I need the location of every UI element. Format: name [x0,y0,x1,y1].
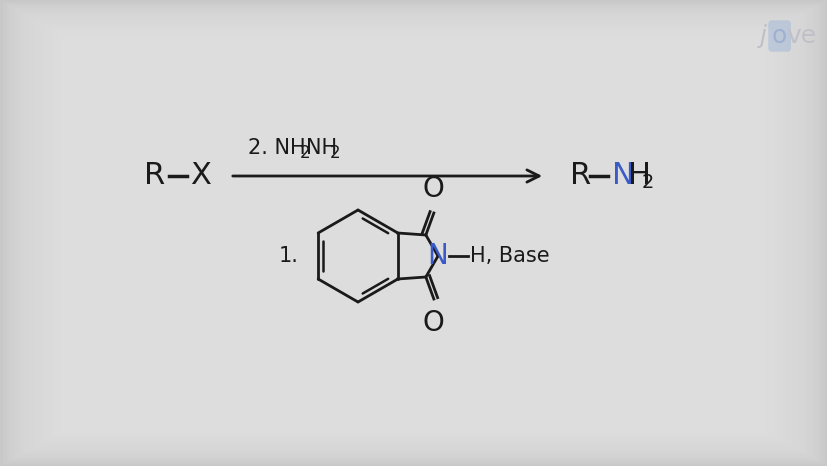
Bar [176,99,651,367]
Text: 2: 2 [299,144,310,162]
Text: 2: 2 [641,173,653,192]
Bar [48,27,779,439]
Bar [55,31,772,435]
Bar [86,48,741,418]
Bar [138,78,689,388]
Bar [83,47,744,419]
Bar [79,45,748,421]
Bar [200,113,627,353]
Text: N: N [611,162,634,191]
Bar [45,25,782,441]
Text: 2: 2 [330,144,340,162]
Bar [148,83,679,383]
Bar [189,107,638,359]
Text: X: X [190,162,211,191]
Bar [203,115,624,351]
Bar [69,39,758,427]
Bar [196,111,630,355]
Bar [93,52,734,414]
Bar [65,37,762,429]
Bar [141,80,686,386]
Bar [117,66,710,400]
Bar [89,50,738,416]
Bar [76,43,751,423]
Text: R: R [569,162,590,191]
Text: O: O [423,175,444,203]
Bar [121,68,706,398]
Bar [73,41,754,425]
Text: j: j [759,24,766,48]
Text: N: N [427,242,448,270]
Text: H: H [627,162,650,191]
Bar [103,58,724,408]
Bar [169,95,658,371]
Bar [165,93,662,373]
Text: 1.: 1. [278,246,298,266]
Bar [155,88,672,378]
Bar [145,82,682,384]
Bar [179,101,648,365]
Bar [207,116,620,350]
Bar [183,103,644,363]
Bar [159,89,668,377]
Text: R: R [144,162,165,191]
Text: 2. NH: 2. NH [248,138,305,158]
Bar [114,64,713,402]
Text: O: O [423,309,444,337]
Bar [127,72,700,394]
Bar [62,35,765,431]
Bar [151,85,676,381]
Bar [193,109,634,357]
Bar [134,76,693,390]
Text: H, Base: H, Base [470,246,549,266]
Bar [51,29,776,437]
Bar [107,60,720,406]
Bar [110,62,717,404]
Text: o: o [771,24,786,48]
Bar [131,74,696,392]
Bar [186,105,641,361]
Bar [172,97,655,369]
Bar [100,56,727,410]
Bar [124,70,703,396]
Text: ve: ve [785,24,815,48]
Bar [162,91,665,375]
Bar [97,55,730,411]
Bar [59,33,768,433]
Text: NH: NH [306,138,337,158]
